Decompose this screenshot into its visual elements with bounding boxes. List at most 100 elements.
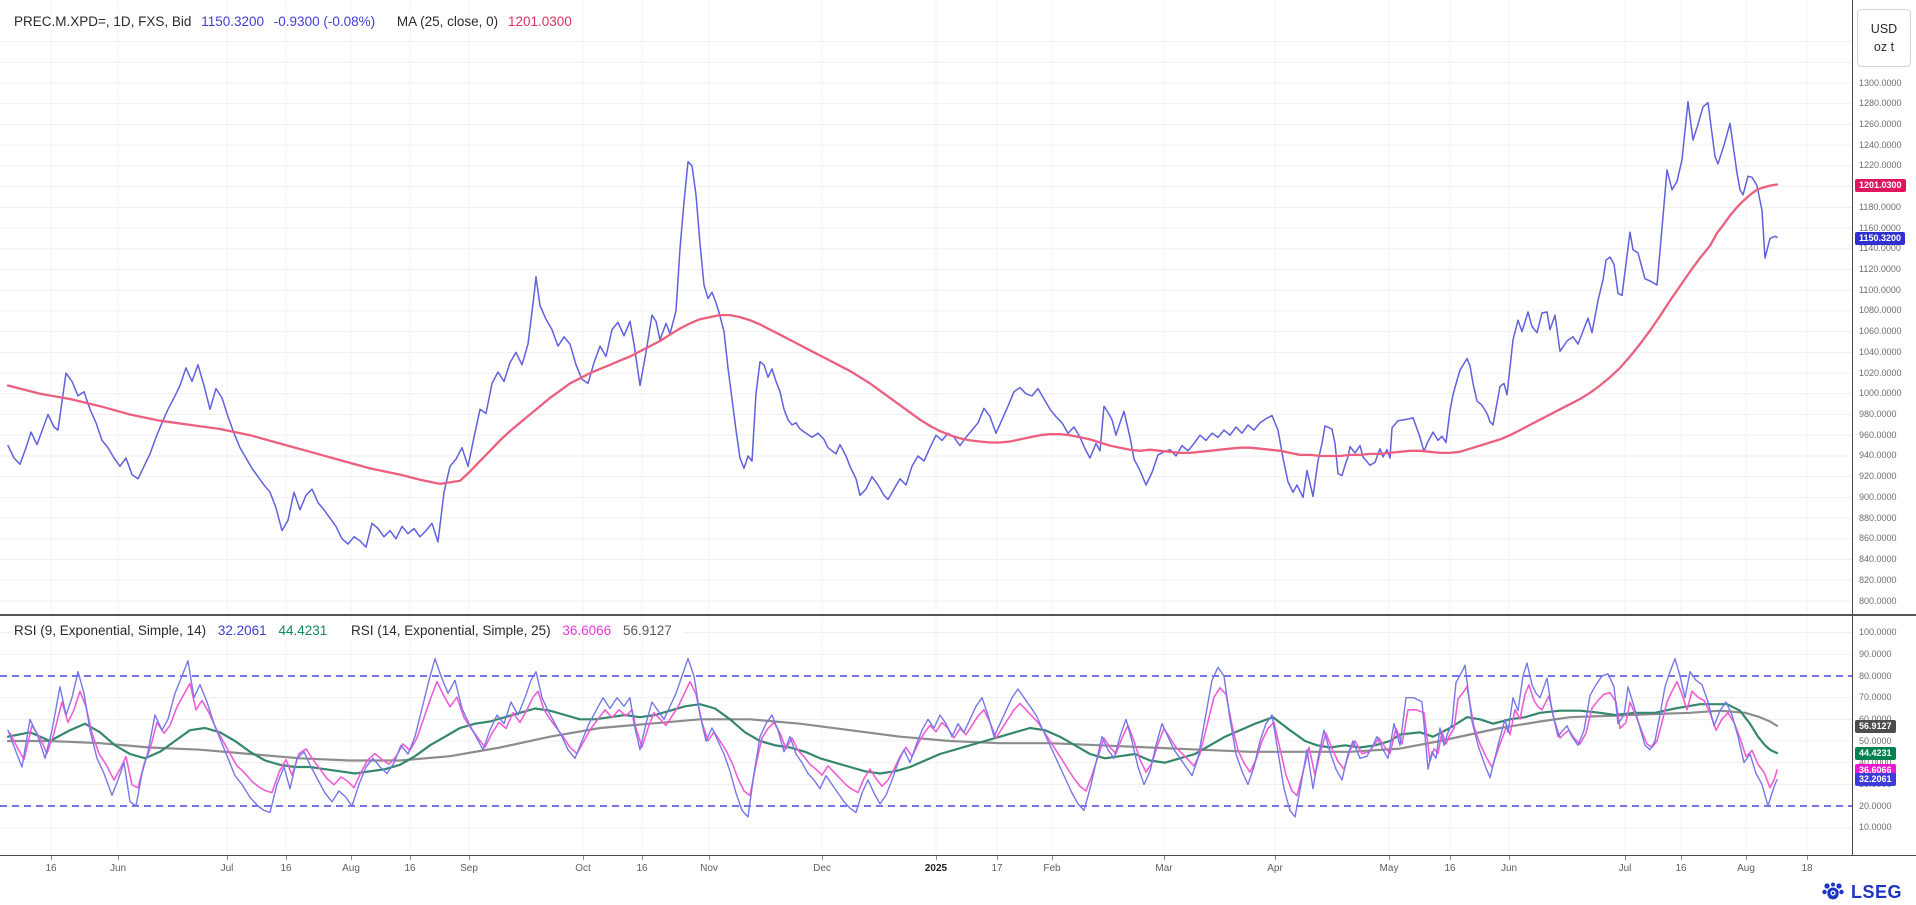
time-tick-mark xyxy=(822,856,823,860)
time-tick-label: 16 xyxy=(45,863,57,874)
price-tick-label: 980.0000 xyxy=(1859,409,1897,420)
price-tick-label: 1100.0000 xyxy=(1859,284,1901,295)
price-scale-axis[interactable]: USD oz t 1300.0000 1280.0000 1260.0000 1240… xyxy=(1852,0,1916,880)
rsi1-value: 32.2061 xyxy=(217,623,267,638)
time-tick-mark xyxy=(286,856,287,860)
price-badge: 1201.0300 xyxy=(1855,179,1906,193)
time-tick-mark xyxy=(1746,856,1747,860)
time-axis[interactable]: 16 Jun Jul 16 Aug 16 Sep Oct 16 Nov Dec 2025 17 Feb Ma… xyxy=(0,855,1916,881)
price-tick-label: 1040.0000 xyxy=(1859,346,1902,357)
price-tick-label: 1140.0000 xyxy=(1859,243,1901,254)
rsi-tick-label: 10.0000 xyxy=(1859,822,1892,833)
rsi-tick-label: 20.0000 xyxy=(1859,800,1892,811)
price-tick-label: 1000.0000 xyxy=(1859,388,1902,399)
time-tick-mark xyxy=(1509,856,1510,860)
time-tick-mark xyxy=(51,856,52,860)
time-tick-mark xyxy=(936,856,937,860)
price-tick-label: 1180.0000 xyxy=(1859,201,1901,212)
time-tick-mark xyxy=(1807,856,1808,860)
rsi2-value: 36.6066 xyxy=(562,623,612,638)
price-tick-label: 840.0000 xyxy=(1859,554,1897,565)
time-tick-mark xyxy=(1450,856,1451,860)
time-tick-mark xyxy=(1625,856,1626,860)
rsi2-label: RSI (14, Exponential, Simple, 25) xyxy=(351,623,551,638)
rsi-tick-label: 100.0000 xyxy=(1859,627,1897,638)
price-tick-label: 960.0000 xyxy=(1859,429,1897,440)
price-tick-label: 900.0000 xyxy=(1859,491,1897,502)
time-tick-label: Aug xyxy=(342,863,360,874)
time-tick-mark xyxy=(410,856,411,860)
series-ma25-of-rsi14 xyxy=(6,709,1779,762)
price-tick-label: 860.0000 xyxy=(1859,533,1897,544)
rsi1-signal-value: 44.4231 xyxy=(278,623,328,638)
rsi-tick-label: 80.0000 xyxy=(1859,670,1892,681)
time-tick-mark xyxy=(227,856,228,860)
time-tick-label: 16 xyxy=(1675,863,1687,874)
price-tick-label: 1020.0000 xyxy=(1859,367,1902,378)
rsi-panel-header[interactable]: RSI (9, Exponential, Simple, 14) 32.2061… xyxy=(10,622,684,639)
panel-divider[interactable] xyxy=(0,614,1916,616)
lseg-crest-icon xyxy=(1822,882,1844,900)
price-tick-label: 800.0000 xyxy=(1859,595,1897,606)
rsi-tick-label: 70.0000 xyxy=(1859,692,1892,703)
time-tick-label: 2025 xyxy=(924,863,948,874)
price-tick-label: 940.0000 xyxy=(1859,450,1897,461)
time-tick-label: Sep xyxy=(460,863,478,874)
time-tick-label: Jun xyxy=(1500,863,1518,874)
ma-label: MA (25, close, 0) xyxy=(396,14,499,29)
last-price-value: 1150.3200 xyxy=(201,14,265,29)
time-tick-label: Aug xyxy=(1737,863,1755,874)
time-tick-label: Jun xyxy=(109,863,127,874)
rsi-badge: 56.9127 xyxy=(1855,719,1896,733)
price-tick-label: 920.0000 xyxy=(1859,471,1897,482)
rsi-tick-label: 50.0000 xyxy=(1859,735,1892,746)
price-tick-label: 820.0000 xyxy=(1859,574,1897,585)
time-tick-label: Oct xyxy=(575,863,591,874)
time-tick-mark xyxy=(1275,856,1276,860)
price-tick-label: 1300.0000 xyxy=(1859,77,1902,88)
price-panel-header[interactable]: PREC.M.XPD=, 1D, FXS, Bid 1150.3200 -0.9… xyxy=(10,13,582,30)
rsi2-signal-value: 56.9127 xyxy=(622,623,672,638)
time-tick-label: Mar xyxy=(1155,863,1173,874)
lseg-logo-text: LSEG xyxy=(1850,881,1902,902)
time-tick-mark xyxy=(118,856,119,860)
time-tick-mark xyxy=(1389,856,1390,860)
time-tick-label: Jul xyxy=(220,863,234,874)
price-change-value: -0.9300 (-0.08%) xyxy=(273,14,376,29)
time-tick-label: 16 xyxy=(404,863,416,874)
rsi-tick-label: 40.0000 xyxy=(1859,757,1892,768)
time-tick-label: May xyxy=(1379,863,1399,874)
time-tick-label: Feb xyxy=(1043,863,1061,874)
time-tick-mark xyxy=(1052,856,1053,860)
time-tick-label: 18 xyxy=(1801,863,1813,874)
time-tick-label: Apr xyxy=(1267,863,1283,874)
lseg-logo: LSEG xyxy=(1821,881,1902,903)
time-tick-mark xyxy=(709,856,710,860)
time-tick-mark xyxy=(583,856,584,860)
time-tick-label: 16 xyxy=(636,863,648,874)
time-tick-label: 16 xyxy=(1444,863,1456,874)
price-tick-label: 1280.0000 xyxy=(1859,98,1902,109)
series-bid xyxy=(7,100,1778,548)
price-tick-label: 1160.0000 xyxy=(1859,222,1901,233)
time-tick-label: Jul xyxy=(1618,863,1632,874)
time-tick-mark xyxy=(1681,856,1682,860)
price-tick-label: 1260.0000 xyxy=(1859,118,1902,129)
price-tick-label: 1120.0000 xyxy=(1859,263,1901,274)
price-badge: 1150.3200 xyxy=(1855,231,1906,245)
time-tick-mark xyxy=(469,856,470,860)
axis-unit-box[interactable]: USD oz t xyxy=(1857,9,1911,67)
rsi-tick-label: 60.0000 xyxy=(1859,713,1892,724)
instrument-label: PREC.M.XPD=, 1D, FXS, Bid xyxy=(14,14,192,29)
rsi-tick-label: 90.0000 xyxy=(1859,648,1892,659)
series-rsi-14 xyxy=(9,680,1778,797)
price-tick-label: 1060.0000 xyxy=(1859,326,1902,337)
time-tick-mark xyxy=(997,856,998,860)
time-tick-label: Nov xyxy=(700,863,718,874)
time-tick-label: Dec xyxy=(813,863,831,874)
price-tick-label: 880.0000 xyxy=(1859,512,1897,523)
price-tick-label: 1220.0000 xyxy=(1859,160,1902,171)
axis-unit-measure: oz t xyxy=(1873,40,1895,54)
